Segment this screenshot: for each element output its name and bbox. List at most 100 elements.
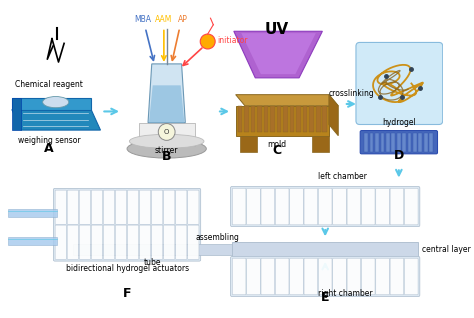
Text: E: E: [321, 291, 329, 304]
FancyBboxPatch shape: [175, 225, 187, 259]
Bar: [413, 133, 417, 152]
Bar: [316, 106, 320, 132]
FancyBboxPatch shape: [246, 258, 260, 295]
Bar: [408, 133, 411, 152]
FancyBboxPatch shape: [261, 258, 274, 295]
FancyBboxPatch shape: [164, 225, 175, 259]
Text: tube: tube: [144, 258, 162, 267]
FancyBboxPatch shape: [128, 190, 139, 225]
FancyBboxPatch shape: [115, 190, 127, 225]
Text: Chemical reagent: Chemical reagent: [15, 80, 83, 89]
FancyBboxPatch shape: [232, 258, 246, 295]
Bar: [237, 106, 242, 132]
FancyBboxPatch shape: [55, 225, 66, 259]
FancyBboxPatch shape: [91, 225, 102, 259]
FancyBboxPatch shape: [79, 225, 91, 259]
FancyBboxPatch shape: [103, 225, 115, 259]
FancyBboxPatch shape: [360, 131, 438, 154]
FancyBboxPatch shape: [152, 190, 163, 225]
FancyBboxPatch shape: [54, 188, 201, 261]
FancyBboxPatch shape: [91, 190, 102, 225]
FancyBboxPatch shape: [376, 258, 389, 295]
FancyBboxPatch shape: [347, 258, 361, 295]
FancyBboxPatch shape: [230, 187, 420, 227]
FancyBboxPatch shape: [304, 188, 318, 225]
FancyBboxPatch shape: [356, 42, 443, 125]
FancyBboxPatch shape: [103, 190, 115, 225]
FancyBboxPatch shape: [275, 258, 289, 295]
FancyBboxPatch shape: [404, 258, 418, 295]
Bar: [310, 106, 314, 132]
FancyBboxPatch shape: [261, 188, 274, 225]
Bar: [424, 133, 428, 152]
Bar: [322, 106, 327, 132]
Text: B: B: [162, 150, 172, 163]
Text: AP: AP: [178, 15, 187, 24]
Polygon shape: [148, 64, 185, 123]
Text: F: F: [123, 287, 132, 300]
Bar: [419, 133, 422, 152]
FancyBboxPatch shape: [164, 190, 175, 225]
FancyBboxPatch shape: [390, 258, 404, 295]
Bar: [277, 106, 282, 132]
Bar: [264, 106, 268, 132]
Text: assembling: assembling: [195, 233, 239, 242]
Text: stirrer: stirrer: [155, 146, 178, 155]
Bar: [365, 133, 368, 152]
Text: C: C: [272, 144, 281, 157]
FancyBboxPatch shape: [290, 188, 303, 225]
Text: hydrogel: hydrogel: [382, 118, 416, 127]
Polygon shape: [149, 85, 184, 123]
Ellipse shape: [43, 97, 69, 108]
FancyBboxPatch shape: [333, 258, 346, 295]
FancyBboxPatch shape: [362, 188, 375, 225]
Ellipse shape: [129, 134, 204, 148]
Polygon shape: [234, 31, 322, 78]
FancyBboxPatch shape: [290, 258, 303, 295]
Bar: [251, 106, 255, 132]
Text: mold: mold: [267, 140, 286, 149]
Bar: [392, 133, 395, 152]
FancyBboxPatch shape: [188, 225, 199, 259]
FancyBboxPatch shape: [55, 190, 66, 225]
FancyBboxPatch shape: [319, 258, 332, 295]
Text: left chamber: left chamber: [318, 172, 366, 181]
Text: initiator: initiator: [217, 36, 247, 45]
Bar: [236, 106, 329, 136]
FancyBboxPatch shape: [275, 188, 289, 225]
Text: bidirectional hydrogel actuators: bidirectional hydrogel actuators: [66, 264, 189, 273]
Bar: [303, 106, 308, 132]
Bar: [296, 106, 301, 132]
FancyBboxPatch shape: [304, 258, 318, 295]
Text: MBA: MBA: [134, 15, 151, 24]
FancyBboxPatch shape: [188, 190, 199, 225]
FancyBboxPatch shape: [390, 188, 404, 225]
Text: D: D: [394, 149, 404, 162]
FancyBboxPatch shape: [67, 190, 79, 225]
FancyBboxPatch shape: [246, 188, 260, 225]
Bar: [402, 133, 406, 152]
FancyBboxPatch shape: [347, 188, 361, 225]
Bar: [232, 242, 419, 257]
Bar: [257, 106, 262, 132]
Bar: [12, 98, 21, 130]
FancyBboxPatch shape: [230, 256, 420, 297]
Ellipse shape: [127, 139, 206, 158]
FancyBboxPatch shape: [67, 225, 79, 259]
Bar: [312, 136, 329, 152]
Polygon shape: [12, 98, 91, 110]
Text: A: A: [45, 142, 54, 155]
Text: right chamber: right chamber: [318, 289, 373, 298]
FancyBboxPatch shape: [319, 188, 332, 225]
Bar: [8, 237, 56, 245]
Text: crosslinking: crosslinking: [328, 89, 374, 98]
Bar: [375, 133, 379, 152]
Bar: [240, 136, 257, 152]
FancyBboxPatch shape: [139, 225, 151, 259]
Polygon shape: [329, 95, 338, 136]
FancyBboxPatch shape: [79, 190, 91, 225]
FancyBboxPatch shape: [333, 188, 346, 225]
Text: AAM: AAM: [155, 15, 173, 24]
Circle shape: [200, 34, 215, 49]
Bar: [397, 133, 401, 152]
